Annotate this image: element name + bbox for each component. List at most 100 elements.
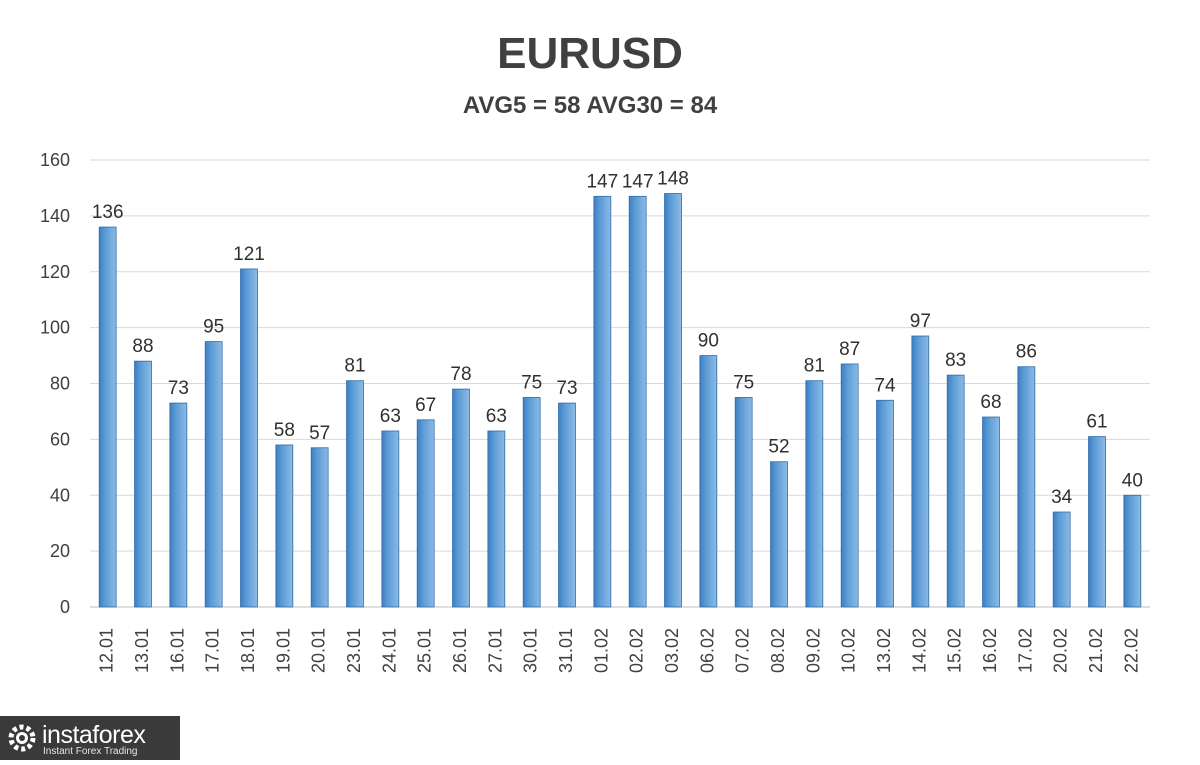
- x-tick-label: 06.02: [697, 628, 717, 673]
- x-tick-label: 20.01: [309, 628, 329, 673]
- data-label: 74: [874, 375, 896, 396]
- x-tick-label: 17.01: [203, 628, 223, 673]
- bar: [982, 416, 1000, 608]
- bar: [522, 397, 541, 608]
- x-tick-label: 21.02: [1086, 628, 1106, 673]
- bar: [558, 402, 576, 608]
- bar: [664, 193, 682, 608]
- x-tick-label: 13.01: [132, 628, 152, 673]
- x-tick-label: 18.01: [238, 628, 258, 673]
- bar: [734, 397, 753, 608]
- data-label: 75: [733, 372, 754, 393]
- bar: [275, 444, 294, 608]
- x-tick-label: 12.01: [97, 628, 117, 673]
- bar: [381, 430, 400, 608]
- gear-icon: [8, 724, 36, 752]
- x-tick-label: 02.02: [627, 628, 647, 673]
- x-tick-label: 30.01: [521, 628, 541, 673]
- data-label: 97: [910, 311, 931, 332]
- bar: [805, 380, 824, 608]
- x-tick-label: 23.01: [344, 628, 364, 673]
- data-label: 81: [804, 356, 825, 377]
- x-tick-label: 03.02: [662, 628, 682, 673]
- x-tick-label: 07.02: [733, 628, 753, 673]
- x-tick-label: 16.02: [980, 628, 1000, 673]
- y-tick-label: 40: [50, 485, 70, 505]
- x-tick-label: 08.02: [768, 628, 788, 673]
- bar: [346, 380, 364, 608]
- data-label: 61: [1086, 412, 1107, 433]
- data-label: 148: [657, 169, 689, 190]
- bar: [1017, 366, 1036, 608]
- y-tick-label: 80: [50, 374, 70, 394]
- y-tick-label: 120: [40, 262, 70, 282]
- x-tick-label: 27.01: [485, 628, 505, 673]
- x-tick-label: 14.02: [909, 628, 929, 673]
- bar: [946, 374, 965, 608]
- data-label: 68: [980, 392, 1001, 413]
- data-label: 73: [556, 378, 577, 399]
- x-tick-label: 19.01: [273, 628, 293, 673]
- x-tick-label: 24.01: [379, 628, 399, 673]
- data-label: 57: [309, 423, 330, 444]
- bar: [911, 335, 930, 608]
- x-tick-label: 25.01: [415, 628, 435, 673]
- bar: [240, 268, 258, 608]
- data-label: 136: [92, 202, 124, 223]
- bar: [1123, 494, 1142, 608]
- data-label: 73: [168, 378, 189, 399]
- bar: [1052, 511, 1071, 608]
- bar: [134, 360, 152, 608]
- bar: [628, 195, 647, 608]
- chart-subtitle: AVG5 = 58 AVG30 = 84: [463, 92, 718, 119]
- instaforex-logo: instaforex Instant Forex Trading: [0, 716, 180, 760]
- data-label: 121: [233, 244, 265, 265]
- data-label: 40: [1122, 470, 1143, 491]
- bar: [487, 430, 506, 608]
- bar: [1088, 436, 1106, 608]
- logo-tagline: Instant Forex Trading: [43, 746, 138, 757]
- x-tick-label: 26.01: [450, 628, 470, 673]
- bar: [840, 363, 859, 608]
- bar: [876, 399, 894, 608]
- data-label: 87: [839, 339, 860, 360]
- data-label: 63: [380, 406, 401, 427]
- y-tick-label: 60: [50, 429, 70, 449]
- x-tick-label: 10.02: [839, 628, 859, 673]
- bar: [699, 355, 718, 608]
- bar: [416, 419, 435, 608]
- x-tick-label: 31.01: [556, 628, 576, 673]
- bar: [310, 447, 329, 608]
- data-label: 90: [698, 331, 719, 352]
- x-tick-label: 09.02: [803, 628, 823, 673]
- bar: [593, 195, 612, 608]
- x-tick-label: 13.02: [874, 628, 894, 673]
- bar: [169, 402, 188, 608]
- x-tick-label: 17.02: [1015, 628, 1035, 673]
- y-tick-label: 140: [40, 206, 70, 226]
- x-tick-label: 22.02: [1121, 628, 1141, 673]
- data-label: 52: [768, 437, 789, 458]
- data-label: 95: [203, 317, 224, 338]
- data-label: 147: [586, 171, 618, 192]
- chart-title: EURUSD: [497, 29, 683, 78]
- data-label: 67: [415, 395, 436, 416]
- data-label: 34: [1051, 487, 1073, 508]
- data-label: 147: [622, 171, 654, 192]
- data-label: 63: [486, 406, 507, 427]
- x-tick-label: 16.01: [167, 628, 187, 673]
- data-label: 86: [1016, 342, 1037, 363]
- data-label: 88: [132, 336, 153, 357]
- data-label: 75: [521, 372, 542, 393]
- data-label: 78: [450, 364, 471, 385]
- bar: [770, 461, 788, 608]
- logo-name: instaforex: [42, 721, 146, 749]
- y-tick-label: 160: [40, 150, 70, 170]
- y-tick-label: 100: [40, 318, 70, 338]
- data-label: 81: [344, 356, 365, 377]
- bar: [98, 226, 117, 608]
- bar: [204, 341, 223, 608]
- data-label: 83: [945, 350, 966, 371]
